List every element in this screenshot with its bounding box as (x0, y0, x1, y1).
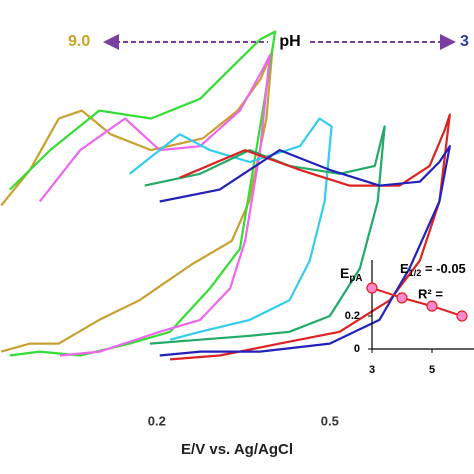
inset-point (456, 310, 468, 322)
x-axis-label: E/V vs. Ag/AgCl (181, 441, 293, 458)
cv-curve (129, 117, 333, 341)
cv-curve (9, 30, 277, 357)
inset-point (426, 300, 438, 312)
subscript: pA (349, 273, 362, 284)
x-tick-label: 0.2 (148, 413, 166, 428)
annotation: 9.0 (68, 33, 90, 50)
inset-label: EpA (340, 265, 362, 284)
fit-line (371, 287, 463, 317)
inset-label: E1/2 = -0.05 (400, 261, 466, 278)
cv-curve (144, 125, 386, 345)
cv-curve (170, 113, 451, 361)
cv-curve (38, 54, 271, 357)
inset-x-tick-label: 5 (429, 364, 435, 376)
inset-annotation: R² = (418, 286, 443, 301)
symbol: E (340, 265, 349, 281)
x-tick-label: 0.5 (321, 413, 339, 428)
inset-x-tick-label: 3 (369, 364, 375, 376)
annotation: 3 (460, 33, 469, 50)
cv-curve (159, 145, 451, 357)
symbol: E (400, 261, 409, 276)
inset-point (396, 292, 408, 304)
subscript: 1/2 (409, 268, 422, 278)
annotation-text: = -0.05 (421, 261, 465, 276)
inset-y-tick-label: 0.2 (345, 310, 360, 322)
inset-y-tick-label: 0 (354, 343, 360, 355)
cv-curve (0, 50, 274, 353)
inset-point (366, 282, 378, 294)
annotation: pH (279, 33, 300, 50)
